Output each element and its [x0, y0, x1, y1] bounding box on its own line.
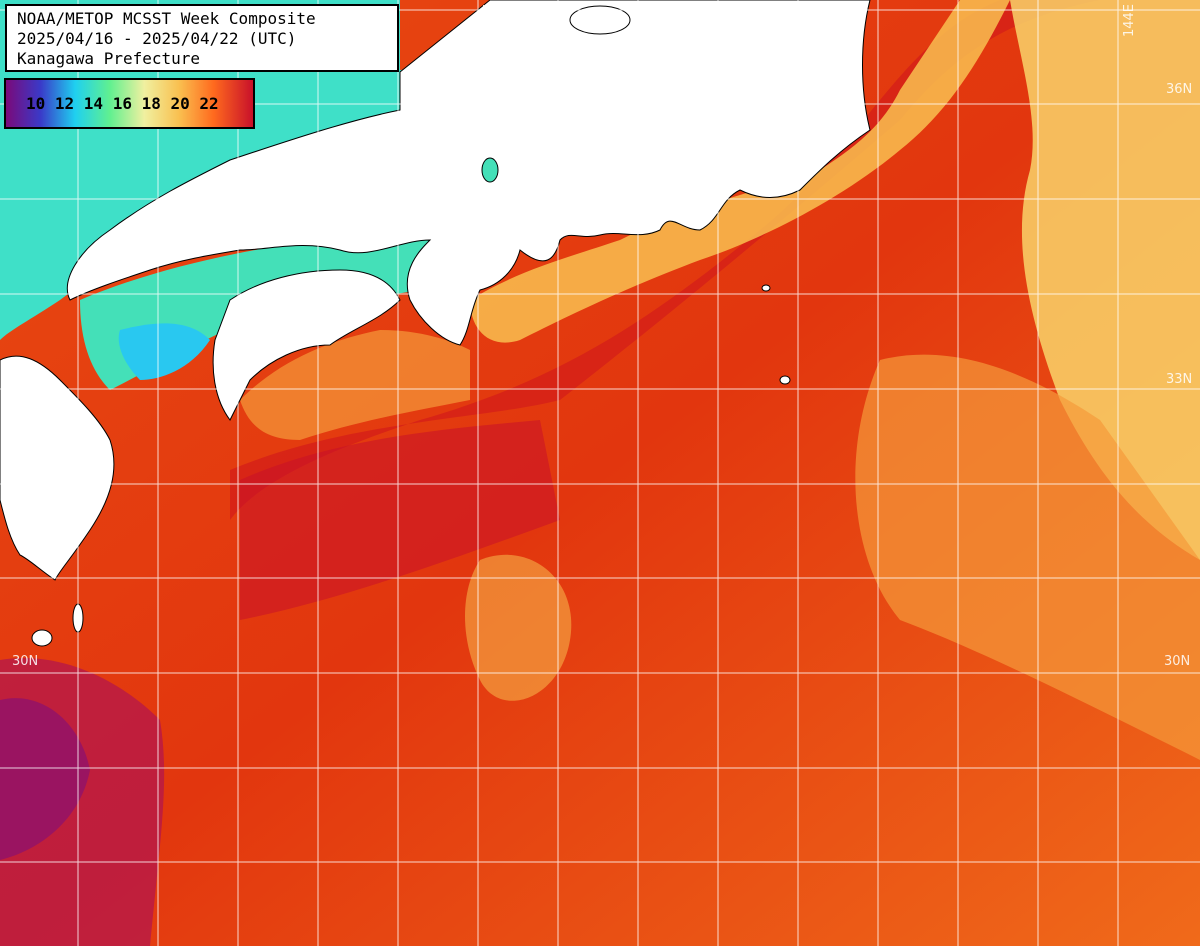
color-scale-legend: 10 12 14 16 18 20 22: [4, 78, 255, 129]
southwest-purple-patch: [0, 698, 90, 860]
orange-patch: [465, 554, 572, 701]
legend-tick-labels: 10 12 14 16 18 20 22: [26, 94, 219, 113]
lat-label-36n: 36N: [1166, 82, 1193, 97]
legend-gradient: [6, 80, 253, 127]
land-island-1: [31, 629, 53, 647]
lon-label-136e: 136E: [482, 4, 497, 38]
inland-sea-blue: [118, 323, 210, 380]
coastal-band: [470, 0, 1010, 343]
title-line-product: NOAA/METOP MCSST Week Composite: [17, 9, 316, 28]
lat-label-30n-right: 30N: [1164, 654, 1191, 669]
lon-label-144e: 144E: [1122, 4, 1137, 38]
dark-red-region: [240, 420, 560, 620]
land-kyushu: [0, 355, 115, 581]
cool-east-region: [1010, 0, 1200, 560]
map-title-box: NOAA/METOP MCSST Week Composite 2025/04/…: [5, 4, 399, 72]
title-line-dates: 2025/04/16 - 2025/04/22 (UTC): [17, 29, 297, 48]
land-island-6: [761, 284, 771, 292]
land-island-3: [481, 157, 499, 183]
coastal-band-west: [240, 330, 470, 440]
lat-label-33n: 33N: [1166, 372, 1193, 387]
orange-east-region: [855, 354, 1200, 760]
lat-label-30n-left: 30N: [12, 654, 39, 669]
land-island-5: [779, 375, 791, 385]
land-island-4: [569, 5, 631, 35]
land-shikoku: [212, 269, 401, 421]
title-line-region: Kanagawa Prefecture: [17, 49, 201, 68]
land-honshu: [66, 0, 871, 346]
